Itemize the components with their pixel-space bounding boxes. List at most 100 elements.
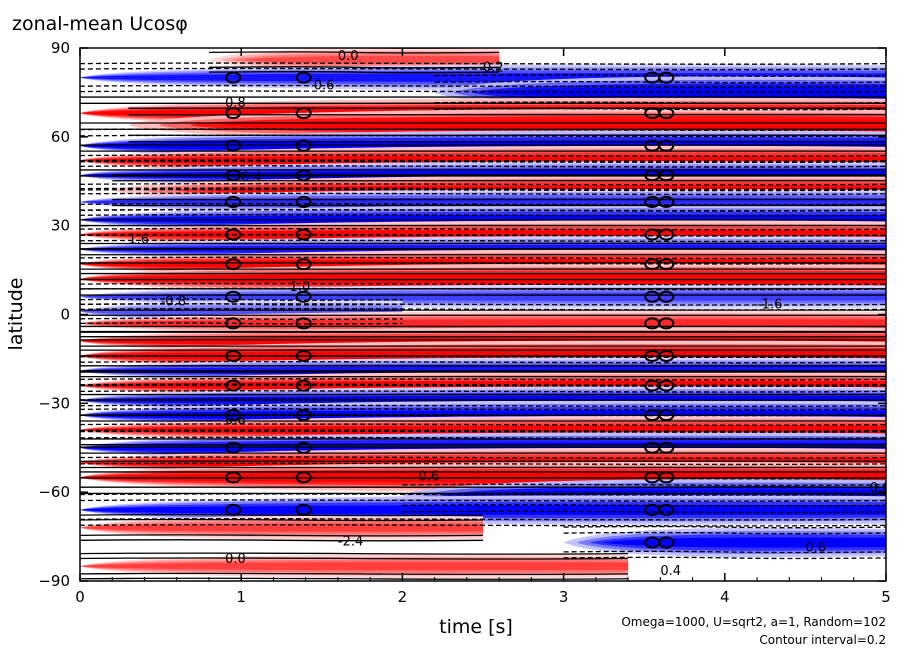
contour-band-fill — [243, 55, 500, 64]
contour-line — [80, 499, 886, 502]
contour-cluster — [225, 71, 242, 84]
contour-cluster — [225, 379, 242, 392]
contour-cluster — [658, 503, 675, 516]
contour-line — [80, 344, 886, 348]
contour-line — [128, 140, 886, 144]
contour-line — [80, 430, 886, 433]
contour-line — [80, 261, 886, 265]
contour-cluster — [225, 503, 242, 516]
contour-label: 0.4 — [660, 564, 681, 579]
contour-line — [80, 518, 886, 521]
contour-line — [80, 218, 886, 222]
contour-line — [80, 355, 886, 358]
contour-cluster — [658, 228, 675, 241]
contour-cluster — [295, 379, 312, 392]
contour-line — [80, 404, 886, 408]
contour-line — [80, 272, 886, 275]
contour-cluster — [658, 536, 675, 549]
contour-line — [80, 239, 886, 243]
contour-line — [80, 165, 886, 168]
contour-cluster — [295, 441, 312, 454]
x-axis-ticks: 0 1 2 3 4 5 — [75, 48, 891, 606]
contour-line — [112, 173, 886, 176]
contour-line — [80, 102, 886, 105]
y-tick-label: −30 — [38, 394, 70, 412]
contour-line — [80, 451, 886, 455]
contour-line — [80, 322, 403, 325]
contour-cluster — [225, 317, 242, 330]
contour-line — [80, 95, 886, 99]
contour-line — [80, 149, 886, 153]
contour-line — [80, 493, 886, 496]
contour-line — [80, 187, 886, 190]
contour-cluster — [225, 290, 242, 303]
contour-line — [80, 203, 886, 206]
x-tick-label: 2 — [398, 588, 408, 606]
contour-line — [80, 209, 886, 212]
contour-cluster — [295, 169, 312, 182]
y-tick-label: −60 — [38, 483, 70, 501]
contour-bands — [80, 48, 886, 579]
contour-line — [80, 443, 886, 446]
y-tick-label: 60 — [51, 128, 70, 146]
contour-line — [80, 154, 886, 157]
contour-label: 0.8 — [225, 413, 246, 428]
contour-line — [80, 375, 886, 378]
contour-cluster — [295, 139, 312, 152]
contour-cluster — [295, 195, 312, 208]
chart-title: zonal-mean Ucosφ — [12, 13, 188, 35]
contour-cluster — [658, 71, 675, 84]
contour-line — [80, 253, 886, 256]
contour-line — [80, 393, 886, 396]
contour-line — [80, 227, 886, 231]
contour-cluster — [225, 441, 242, 454]
contour-line — [80, 224, 886, 227]
plot-area: 0.00.60.20.80.41.61.0-0.8 -1.60.80.60.0-2… — [80, 48, 886, 581]
contour-line — [80, 168, 886, 172]
contour-line — [80, 370, 886, 374]
contour-cluster — [225, 409, 242, 422]
contour-line — [80, 539, 484, 542]
contour-line — [208, 70, 500, 74]
contour-line — [80, 128, 886, 131]
contour-label: -2.4 — [338, 534, 363, 549]
contour-line — [402, 504, 886, 507]
contour-line — [112, 198, 886, 201]
contour-cluster — [658, 139, 675, 152]
contour-line — [80, 383, 886, 386]
contour-line — [80, 369, 886, 373]
contour-line — [80, 303, 403, 306]
contour-line — [128, 134, 886, 137]
contour-line — [563, 556, 886, 560]
contour-line — [402, 510, 886, 514]
contour-line — [208, 66, 500, 69]
contour-line — [80, 247, 886, 250]
x-tick-label: 4 — [720, 588, 730, 606]
contour-line — [80, 338, 886, 342]
contour-line — [80, 308, 886, 312]
contour-line — [128, 113, 886, 116]
contour-line — [80, 256, 886, 260]
contour-cluster — [658, 107, 675, 120]
contour-cluster — [658, 441, 675, 454]
y-tick-label: −90 — [38, 572, 70, 590]
contour-cluster — [295, 107, 312, 120]
contour-line — [402, 477, 886, 480]
x-tick-label: 0 — [75, 588, 85, 606]
contour-line — [80, 378, 886, 381]
contour-cluster — [658, 258, 675, 271]
contour-line — [434, 80, 886, 84]
contour-line — [80, 534, 484, 537]
contour-line — [112, 179, 886, 182]
contour-line — [80, 84, 886, 88]
contour-cluster — [658, 290, 675, 303]
contour-line — [80, 192, 886, 196]
contour-line — [112, 204, 886, 207]
contour-line — [80, 460, 886, 463]
contour-cluster — [658, 379, 675, 392]
contour-line — [80, 436, 886, 440]
contour-band-fill — [80, 562, 629, 571]
contour-line — [80, 278, 886, 281]
contour-line — [80, 314, 886, 317]
